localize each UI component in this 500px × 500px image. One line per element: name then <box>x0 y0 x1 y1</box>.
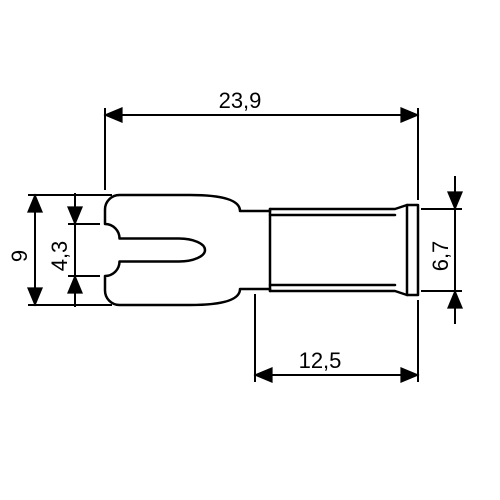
dim-overall-length-label: 23,9 <box>219 88 262 113</box>
dim-overall-height-label: 9 <box>7 250 32 262</box>
dim-barrel-length-label: 12,5 <box>299 348 342 373</box>
dim-fork-gap-label: 4,3 <box>47 241 72 272</box>
dim-fork-gap <box>68 193 100 307</box>
dim-barrel-diameter-label: 6,7 <box>428 241 453 272</box>
spade-terminal-drawing: 23,9 12,5 9 4,3 6,7 <box>0 0 500 500</box>
dim-overall-length <box>105 108 418 200</box>
part-outline <box>105 195 418 305</box>
